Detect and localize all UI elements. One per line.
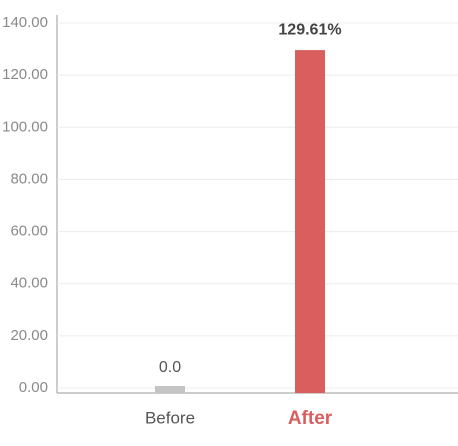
y-tick-label: 0.00 [19, 379, 48, 396]
y-tick-label: 60.00 [10, 223, 48, 240]
y-tick-label: 120.00 [2, 66, 48, 83]
bar [155, 386, 185, 393]
x-tick-label: After [288, 408, 333, 429]
y-tick-label: 20.00 [10, 327, 48, 344]
y-tick-label: 80.00 [10, 170, 48, 187]
value-label: 129.61% [278, 21, 341, 38]
y-tick-label: 40.00 [10, 275, 48, 292]
value-label: 0.0 [159, 359, 181, 376]
bar [295, 50, 325, 393]
y-tick-label: 140.00 [2, 14, 48, 31]
x-tick-label: Before [145, 408, 195, 427]
y-tick-label: 100.00 [2, 118, 48, 135]
